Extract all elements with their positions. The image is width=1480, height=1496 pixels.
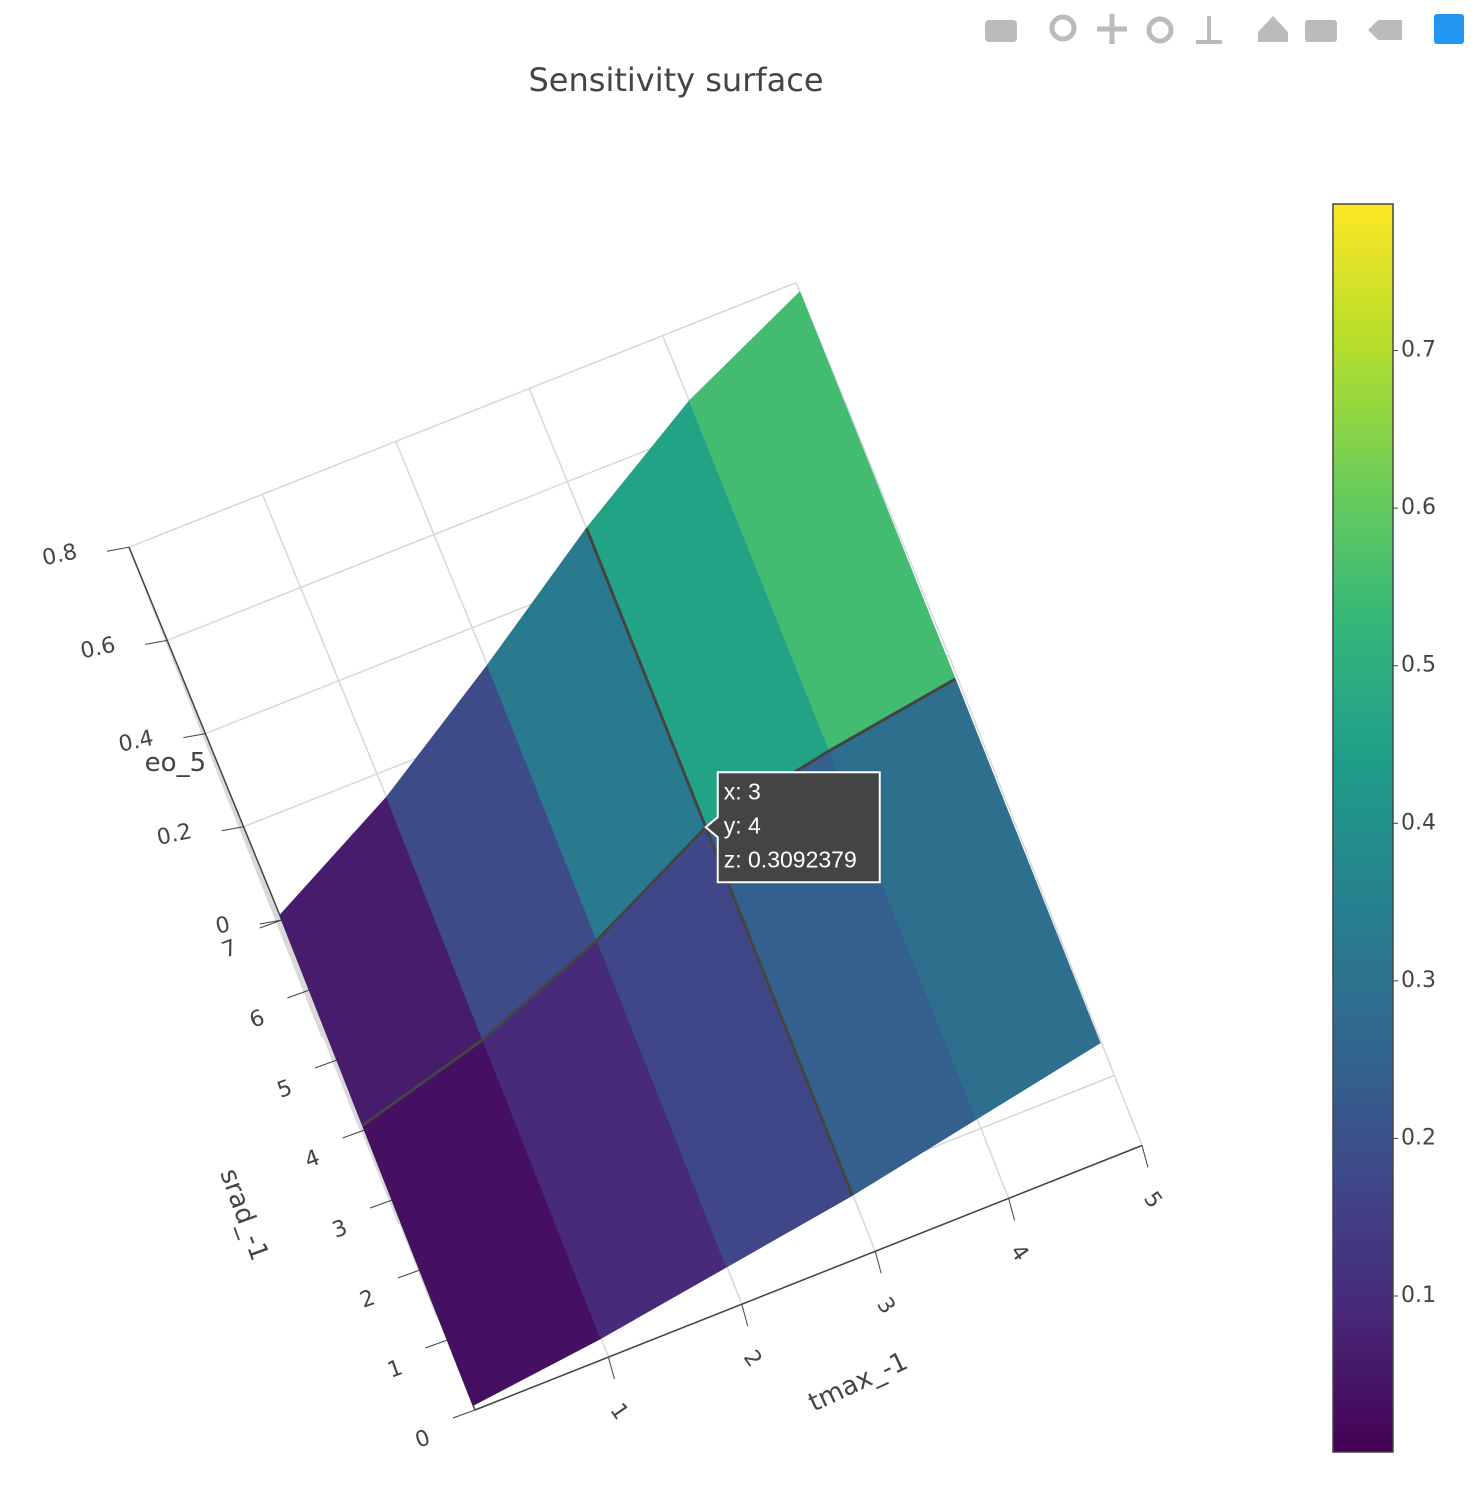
z-tick bbox=[145, 639, 168, 645]
x-tick bbox=[1141, 1145, 1149, 1168]
x-tick bbox=[741, 1304, 749, 1327]
x-tick-label: 4 bbox=[1005, 1240, 1034, 1266]
hover-text: x: 3 bbox=[724, 778, 761, 804]
contour-line bbox=[361, 677, 956, 1127]
y-tick-label: 6 bbox=[246, 1005, 268, 1033]
y-tick-label: 3 bbox=[329, 1215, 351, 1243]
colorbar-tick-label: 0.3 bbox=[1401, 968, 1436, 993]
colorbar-tick-label: 0.4 bbox=[1401, 810, 1436, 835]
plotly-logo[interactable] bbox=[1434, 14, 1464, 44]
scene: 123450123456700.20.40.60.8tmax_-1srad_-1… bbox=[40, 282, 1167, 1454]
y-tick bbox=[287, 989, 310, 999]
z-tick bbox=[259, 919, 282, 925]
z-tick-label: 0.8 bbox=[40, 539, 79, 571]
y-tick bbox=[370, 1199, 393, 1209]
colorbar-tick-label: 0.7 bbox=[1401, 338, 1436, 363]
camera-button[interactable] bbox=[985, 20, 1017, 42]
y-axis-title: srad_-1 bbox=[213, 1165, 274, 1265]
y-tick bbox=[452, 1409, 476, 1419]
x-tick-label: 3 bbox=[871, 1293, 900, 1319]
z-axis-title: eo_5 bbox=[145, 748, 206, 778]
turntable-button[interactable] bbox=[1196, 16, 1222, 44]
hover-text: y: 4 bbox=[724, 812, 761, 838]
grid-line bbox=[204, 733, 400, 1224]
z-tick-label: 0.2 bbox=[155, 819, 194, 851]
x-axis-title: tmax_-1 bbox=[804, 1346, 913, 1418]
hover-button[interactable] bbox=[1368, 20, 1402, 40]
colorbar: 0.1 0.2 0.3 0.4 0.5 0.6 0.7 bbox=[1332, 203, 1436, 1453]
y-tick-label: 5 bbox=[274, 1075, 296, 1103]
y-tick bbox=[397, 1269, 420, 1279]
z-tick bbox=[183, 733, 206, 739]
colorbar-tick-label: 0.1 bbox=[1401, 1283, 1436, 1308]
hover-box bbox=[704, 771, 881, 884]
x-tick-label: 5 bbox=[1138, 1187, 1167, 1213]
y-tick-label: 4 bbox=[302, 1145, 324, 1173]
y-tick bbox=[342, 1129, 365, 1139]
colorbar-tick-label: 0.6 bbox=[1401, 495, 1436, 520]
x-tick bbox=[607, 1356, 615, 1380]
y-tick-label: 1 bbox=[384, 1355, 406, 1383]
zoom-button[interactable] bbox=[1049, 14, 1077, 42]
chart-title: Sensitivity surface bbox=[528, 61, 823, 99]
x-tick bbox=[874, 1251, 882, 1274]
y-tick bbox=[425, 1339, 448, 1349]
x-tick bbox=[1008, 1198, 1016, 1221]
z-tick bbox=[106, 546, 130, 552]
x-tick-label: 2 bbox=[738, 1346, 767, 1372]
camera-view-button[interactable] bbox=[1305, 20, 1337, 42]
grid-line bbox=[128, 546, 323, 1038]
grid-line bbox=[128, 282, 797, 548]
y-tick bbox=[259, 919, 282, 929]
axis-line bbox=[474, 1144, 1143, 1411]
colorbar-gradient bbox=[1332, 203, 1394, 1453]
pan-button[interactable] bbox=[1097, 14, 1127, 44]
hover-text: z: 0.3092379 bbox=[724, 846, 857, 872]
y-tick-label: 2 bbox=[357, 1285, 379, 1313]
colorbar-tick-label: 0.5 bbox=[1401, 653, 1436, 678]
reset-button[interactable] bbox=[1258, 16, 1288, 42]
grid-line bbox=[242, 826, 438, 1318]
y-tick-label: 0 bbox=[412, 1425, 434, 1453]
y-tick bbox=[314, 1059, 338, 1069]
z-tick-label: 0 bbox=[213, 912, 232, 939]
y-tick-label: 7 bbox=[219, 935, 241, 963]
z-tick bbox=[221, 826, 244, 832]
colorbar-tick-label: 0.2 bbox=[1401, 1125, 1436, 1150]
grid-line bbox=[948, 655, 1143, 1146]
x-tick-label: 1 bbox=[605, 1399, 634, 1425]
modebar bbox=[985, 14, 1464, 44]
orbit-button[interactable] bbox=[1146, 16, 1174, 44]
z-tick-label: 0.6 bbox=[78, 633, 117, 665]
grid-line bbox=[166, 640, 362, 1131]
